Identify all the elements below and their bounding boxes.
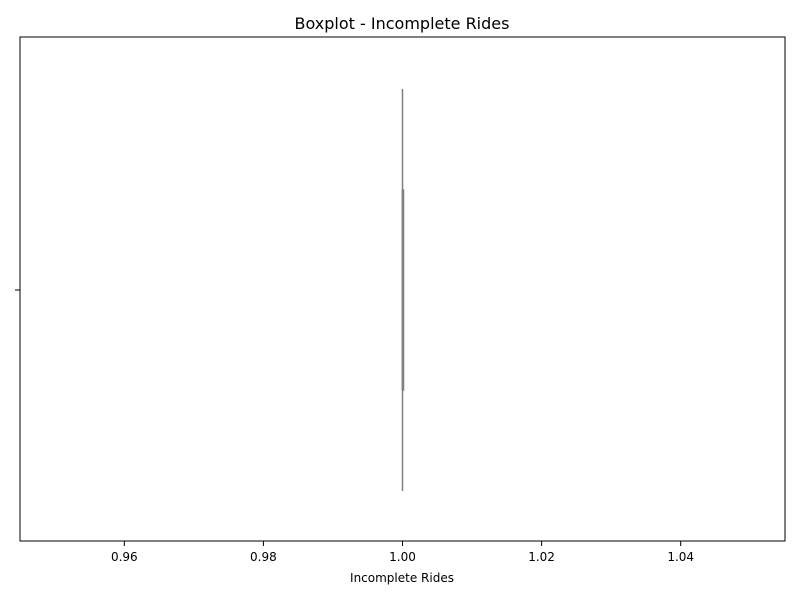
x-tick-label: 1.00: [389, 550, 416, 564]
x-tick-label: 1.04: [667, 550, 694, 564]
x-tick-label: 1.02: [528, 550, 555, 564]
x-tick-label: 0.96: [111, 550, 138, 564]
x-axis-ticks: 0.96 0.98 1.00 1.02 1.04: [111, 541, 694, 564]
chart-title: Boxplot - Incomplete Rides: [295, 14, 510, 33]
box-group: [401, 89, 405, 491]
x-axis-label: Incomplete Rides: [350, 571, 454, 585]
x-tick-label: 0.98: [250, 550, 277, 564]
